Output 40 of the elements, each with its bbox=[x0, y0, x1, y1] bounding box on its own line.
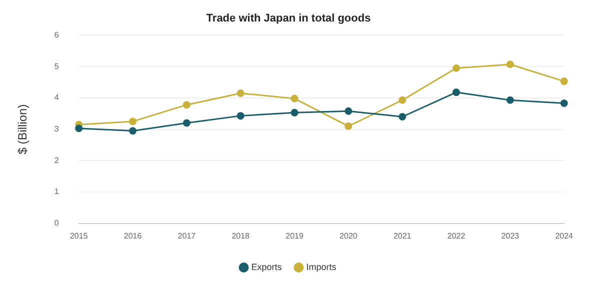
x-tick-label: 2023 bbox=[501, 231, 520, 240]
y-tick-label: 1 bbox=[54, 187, 60, 196]
point bbox=[129, 127, 137, 135]
point bbox=[452, 88, 460, 96]
point bbox=[506, 96, 514, 104]
point bbox=[75, 124, 83, 132]
point bbox=[236, 89, 244, 97]
x-tick-label: 2021 bbox=[393, 231, 412, 240]
y-axis-title: $ (Billion) bbox=[16, 104, 30, 154]
y-tick-label: 5 bbox=[54, 62, 60, 71]
legend-label: Imports bbox=[306, 262, 337, 272]
legend-label: Exports bbox=[251, 262, 282, 272]
point bbox=[344, 107, 352, 115]
x-tick-label: 2015 bbox=[70, 231, 88, 240]
x-tick-label: 2018 bbox=[232, 231, 250, 240]
point bbox=[560, 100, 568, 108]
x-tick-label: 2016 bbox=[124, 231, 142, 240]
point bbox=[129, 118, 137, 126]
point bbox=[236, 112, 244, 120]
point bbox=[560, 78, 568, 86]
x-tick-label: 2017 bbox=[178, 231, 196, 240]
x-tick-label: 2019 bbox=[286, 231, 304, 240]
y-tick-label: 2 bbox=[54, 156, 60, 165]
chart-title: Trade with Japan in total goods bbox=[206, 12, 371, 25]
point bbox=[398, 96, 406, 104]
y-tick-label: 0 bbox=[54, 218, 60, 228]
x-tick-label: 2020 bbox=[340, 231, 358, 240]
point bbox=[182, 119, 190, 127]
point bbox=[452, 64, 460, 72]
point bbox=[344, 122, 352, 130]
y-tick-label: 3 bbox=[54, 124, 60, 134]
x-tick-label: 2022 bbox=[447, 231, 466, 240]
point bbox=[290, 94, 298, 102]
point bbox=[506, 60, 514, 68]
y-tick-label: 6 bbox=[54, 30, 60, 40]
point bbox=[398, 113, 406, 121]
point bbox=[290, 108, 298, 116]
point bbox=[182, 101, 190, 109]
x-tick-label: 2024 bbox=[555, 231, 574, 240]
y-tick-label: 4 bbox=[54, 93, 60, 102]
